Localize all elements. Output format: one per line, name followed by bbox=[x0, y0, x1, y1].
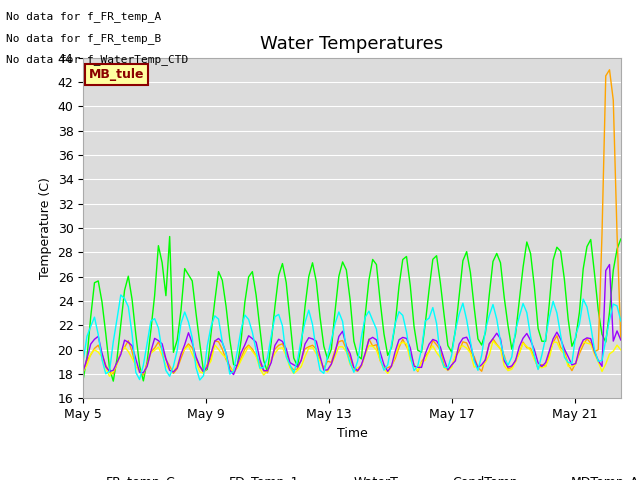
WaterT bbox=[467, 350, 474, 356]
CondTemp bbox=[515, 344, 523, 349]
CondTemp bbox=[117, 351, 125, 357]
Line: MDTemp_A: MDTemp_A bbox=[83, 295, 621, 380]
Legend: FR_temp_C, FD_Temp_1, WaterT, CondTemp, MDTemp_A: FR_temp_C, FD_Temp_1, WaterT, CondTemp, … bbox=[60, 471, 640, 480]
FD_Temp_1 bbox=[617, 336, 625, 342]
FR_temp_C bbox=[79, 376, 87, 382]
FD_Temp_1 bbox=[605, 67, 613, 72]
WaterT bbox=[162, 362, 170, 368]
Text: No data for f_WaterTemp_CTD: No data for f_WaterTemp_CTD bbox=[6, 54, 189, 65]
MDTemp_A bbox=[121, 296, 129, 301]
WaterT bbox=[121, 344, 129, 350]
MDTemp_A bbox=[79, 358, 87, 364]
CondTemp bbox=[79, 368, 87, 374]
FR_temp_C bbox=[470, 305, 478, 311]
Line: FD_Temp_1: FD_Temp_1 bbox=[83, 70, 621, 375]
FR_temp_C bbox=[109, 378, 117, 384]
FD_Temp_1 bbox=[467, 348, 474, 354]
FR_temp_C bbox=[617, 236, 625, 242]
FD_Temp_1 bbox=[117, 349, 125, 355]
FD_Temp_1 bbox=[79, 368, 87, 374]
X-axis label: Time: Time bbox=[337, 427, 367, 440]
FD_Temp_1 bbox=[248, 346, 256, 352]
Line: WaterT: WaterT bbox=[83, 341, 621, 376]
MDTemp_A bbox=[519, 300, 527, 306]
FD_Temp_1 bbox=[162, 357, 170, 362]
FR_temp_C bbox=[162, 293, 170, 299]
WaterT bbox=[248, 348, 256, 354]
Text: No data for f_FR_temp_B: No data for f_FR_temp_B bbox=[6, 33, 162, 44]
Title: Water Temperatures: Water Temperatures bbox=[260, 35, 444, 53]
FD_Temp_1 bbox=[140, 372, 147, 378]
MDTemp_A bbox=[162, 368, 170, 373]
CondTemp bbox=[230, 372, 237, 377]
WaterT bbox=[519, 340, 527, 346]
FD_Temp_1 bbox=[515, 350, 523, 356]
CondTemp bbox=[248, 336, 256, 341]
CondTemp bbox=[523, 331, 531, 336]
CondTemp bbox=[467, 342, 474, 348]
FR_temp_C bbox=[166, 234, 173, 240]
FD_Temp_1 bbox=[523, 345, 531, 350]
Text: No data for f_FR_temp_A: No data for f_FR_temp_A bbox=[6, 11, 162, 22]
CondTemp bbox=[158, 341, 166, 347]
WaterT bbox=[79, 369, 87, 374]
WaterT bbox=[489, 338, 497, 344]
FR_temp_C bbox=[252, 292, 260, 298]
MDTemp_A bbox=[470, 358, 478, 364]
MDTemp_A bbox=[252, 348, 260, 354]
MDTemp_A bbox=[196, 377, 204, 383]
FR_temp_C bbox=[527, 251, 534, 256]
WaterT bbox=[527, 348, 534, 353]
WaterT bbox=[106, 373, 113, 379]
Y-axis label: Temperature (C): Temperature (C) bbox=[39, 177, 52, 279]
Line: CondTemp: CondTemp bbox=[83, 264, 621, 374]
Line: FR_temp_C: FR_temp_C bbox=[83, 237, 621, 381]
Text: MB_tule: MB_tule bbox=[88, 68, 144, 81]
WaterT bbox=[617, 347, 625, 353]
CondTemp bbox=[605, 262, 613, 267]
FR_temp_C bbox=[121, 288, 129, 293]
CondTemp bbox=[617, 337, 625, 343]
MDTemp_A bbox=[117, 292, 125, 298]
MDTemp_A bbox=[617, 318, 625, 324]
FR_temp_C bbox=[519, 264, 527, 270]
MDTemp_A bbox=[527, 334, 534, 339]
